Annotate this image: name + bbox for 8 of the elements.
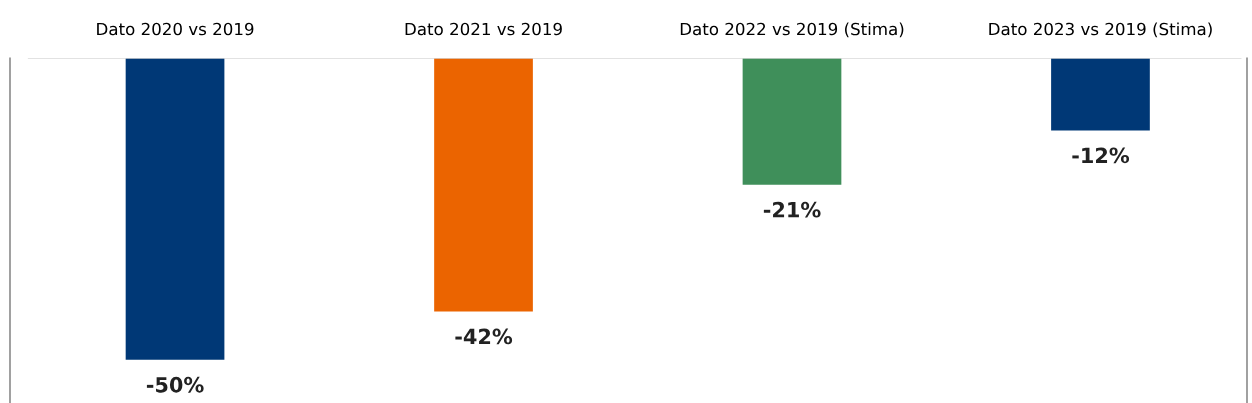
x-tick-label: Dato 2022 vs 2019 (Stima): [680, 22, 904, 38]
x-tick-label: Dato 2020 vs 2019: [97, 22, 254, 36]
data-label: -50%: [146, 376, 204, 393]
data-label: -12%: [1072, 147, 1130, 164]
data-label: -42%: [455, 328, 513, 345]
x-tick-label: Dato 2021 vs 2019: [405, 22, 562, 36]
data-label: -21%: [763, 201, 821, 218]
x-tick-label: Dato 2023 vs 2019 (Stima): [989, 22, 1212, 38]
